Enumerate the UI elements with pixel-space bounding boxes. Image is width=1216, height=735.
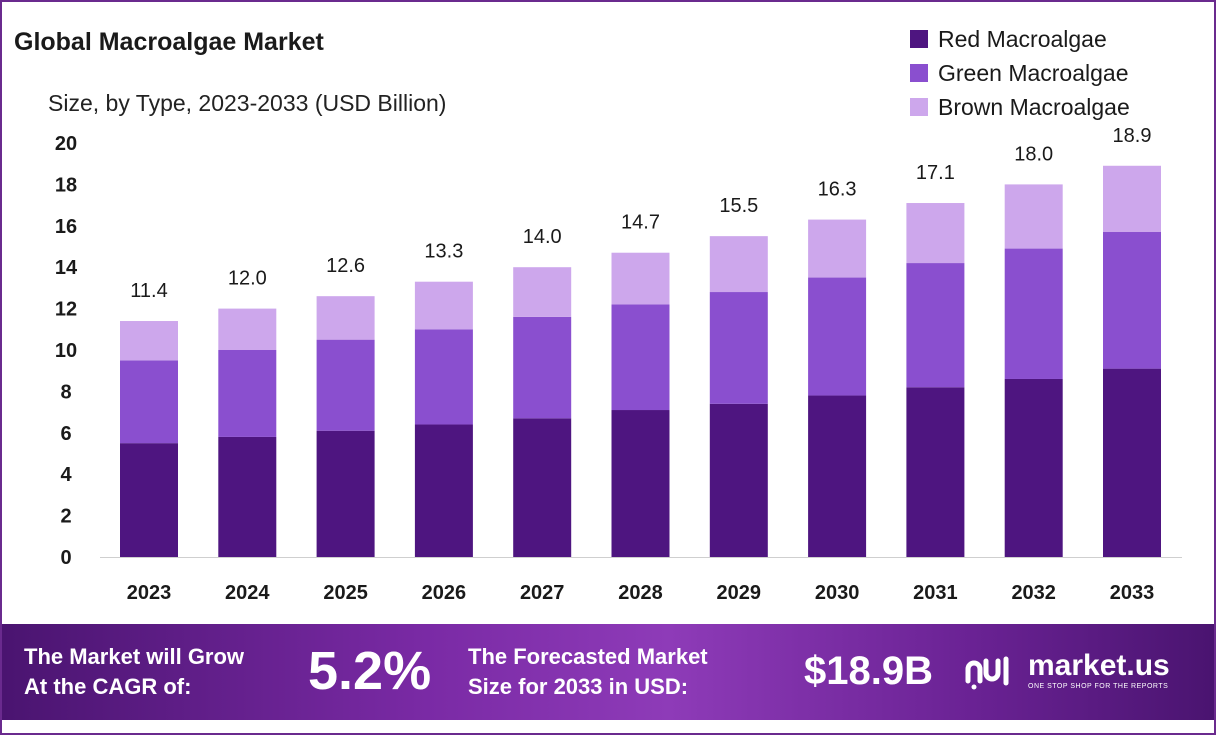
bar-segment-brown [414, 281, 473, 330]
bar-segment-green [218, 350, 277, 437]
bar-segment-green [611, 304, 670, 411]
bar-total-label: 16.3 [818, 179, 857, 201]
cagr-value: 5.2% [308, 641, 432, 701]
legend-label-green: Green Macroalgae [938, 59, 1129, 86]
bar-segment-brown [513, 267, 572, 317]
bar-segment-green [316, 339, 375, 431]
bar-total-label: 12.6 [326, 255, 365, 277]
bar-total-label: 14.0 [523, 226, 562, 248]
forecast-caption: The Forecasted Market Size for 2033 in U… [468, 642, 708, 702]
x-tick-label: 2025 [323, 582, 368, 604]
bar-segment-green [513, 316, 572, 419]
legend-swatch-green [910, 64, 928, 82]
bar-segment-brown [611, 252, 670, 305]
bar-segment-brown [316, 296, 375, 340]
bar-segment-brown [808, 219, 867, 278]
legend-item-brown: Brown Macroalgae [910, 90, 1130, 124]
x-tick-label: 2030 [815, 582, 860, 604]
x-tick-label: 2033 [1110, 582, 1155, 604]
bar-segment-green [808, 277, 867, 396]
x-tick-label: 2024 [225, 582, 270, 604]
cagr-caption-line2: At the CAGR of: [24, 674, 192, 699]
bar-segment-red [414, 424, 473, 557]
y-tick-label: 0 [60, 547, 71, 569]
bar-segment-red [611, 410, 670, 557]
legend-label-brown: Brown Macroalgae [938, 93, 1130, 120]
bar-segment-red [513, 418, 572, 557]
y-tick-label: 18 [55, 174, 77, 196]
legend-label-red: Red Macroalgae [938, 25, 1107, 52]
footer-banner: The Market will Grow At the CAGR of: 5.2… [2, 624, 1214, 720]
y-tick-label: 8 [60, 381, 71, 403]
y-tick-label: 6 [60, 423, 71, 445]
bar-segment-red [316, 430, 375, 557]
bar-segment-green [120, 360, 178, 444]
bar-segment-brown [1004, 184, 1063, 249]
chart-title: Global Macroalgae Market [14, 28, 324, 56]
bar-total-label: 18.0 [1014, 143, 1053, 165]
legend-item-green: Green Macroalgae [910, 56, 1130, 90]
bar-segment-green [709, 292, 768, 404]
bar-segment-red [1103, 368, 1161, 557]
y-tick-label: 10 [55, 340, 77, 362]
x-tick-label: 2026 [422, 582, 467, 604]
bar-total-label: 11.4 [130, 280, 167, 302]
bar-total-label: 18.9 [1113, 125, 1152, 147]
bar-total-label: 14.7 [621, 212, 660, 234]
x-tick-label: 2028 [618, 582, 663, 604]
bar-segment-red [906, 387, 965, 557]
bar-segment-brown [709, 236, 768, 293]
bar-segment-green [1103, 232, 1161, 369]
legend: Red Macroalgae Green Macroalgae Brown Ma… [910, 22, 1130, 124]
y-tick-label: 2 [60, 506, 71, 528]
bar-total-label: 12.0 [228, 268, 267, 290]
y-tick-label: 16 [55, 216, 77, 238]
chart-subtitle: Size, by Type, 2023-2033 (USD Billion) [48, 90, 447, 116]
forecast-value: $18.9B [804, 649, 933, 693]
bar-segment-green [1004, 248, 1063, 379]
bar-chart: 0 2 4 6 8 10 12 14 16 18 20 11.4 2023 12.0 2024 12.6 202… [55, 125, 1182, 604]
forecast-caption-line2: Size for 2033 in USD: [468, 674, 689, 699]
y-tick-label: 12 [55, 299, 77, 321]
y-tick-label: 20 [55, 133, 77, 155]
bar-segment-brown [218, 308, 277, 350]
cagr-caption-line1: The Market will Grow [24, 644, 245, 669]
bar-segment-brown [906, 203, 965, 264]
bar-segment-red [120, 443, 178, 557]
y-tick-label: 4 [60, 464, 72, 486]
cagr-caption: The Market will Grow At the CAGR of: [24, 642, 244, 702]
x-tick-label: 2027 [520, 582, 565, 604]
bar-segment-green [906, 263, 965, 388]
brand-logo: market.us ONE STOP SHOP FOR THE REPORTS [964, 650, 1170, 691]
bar-segment-red [709, 403, 768, 557]
y-tick-label: 14 [55, 257, 78, 279]
x-tick-label: 2032 [1011, 582, 1056, 604]
bar-total-label: 13.3 [424, 241, 463, 263]
bar-segment-red [1004, 378, 1063, 557]
bar-segment-red [218, 436, 277, 557]
bar-segment-green [414, 329, 473, 425]
bar-segment-brown [120, 321, 178, 361]
bar-total-label: 17.1 [916, 162, 955, 184]
legend-item-red: Red Macroalgae [910, 22, 1130, 56]
bar-segment-red [808, 395, 867, 557]
bar-segment-brown [1103, 165, 1161, 233]
x-tick-label: 2031 [913, 582, 958, 604]
market-us-logo-icon [965, 656, 1009, 689]
legend-swatch-red [910, 30, 928, 48]
bar-total-label: 15.5 [719, 195, 758, 217]
forecast-caption-line1: The Forecasted Market [468, 644, 708, 669]
brand-name: market.us [1028, 649, 1170, 682]
legend-swatch-brown [910, 98, 928, 116]
x-tick-label: 2029 [717, 582, 762, 604]
x-tick-label: 2023 [127, 582, 172, 604]
brand-tagline: ONE STOP SHOP FOR THE REPORTS [1028, 683, 1169, 690]
